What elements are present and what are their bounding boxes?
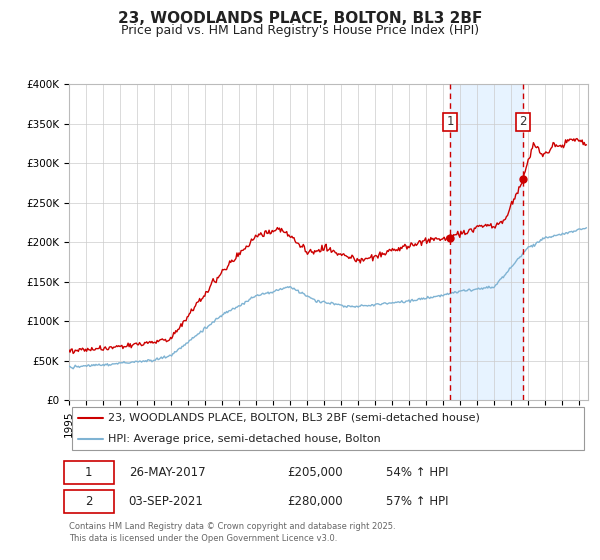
Text: 2: 2	[85, 495, 92, 508]
Text: 57% ↑ HPI: 57% ↑ HPI	[386, 495, 448, 508]
Bar	[450, 84, 523, 400]
FancyBboxPatch shape	[71, 407, 584, 450]
Text: 54% ↑ HPI: 54% ↑ HPI	[386, 466, 448, 479]
Text: 03-SEP-2021: 03-SEP-2021	[128, 495, 203, 508]
FancyBboxPatch shape	[64, 460, 113, 484]
Text: £280,000: £280,000	[287, 495, 343, 508]
Text: 23, WOODLANDS PLACE, BOLTON, BL3 2BF: 23, WOODLANDS PLACE, BOLTON, BL3 2BF	[118, 11, 482, 26]
Text: 2: 2	[519, 115, 527, 128]
Text: Contains HM Land Registry data © Crown copyright and database right 2025.
This d: Contains HM Land Registry data © Crown c…	[69, 522, 395, 543]
Text: 26-MAY-2017: 26-MAY-2017	[128, 466, 205, 479]
Text: Price paid vs. HM Land Registry's House Price Index (HPI): Price paid vs. HM Land Registry's House …	[121, 24, 479, 36]
FancyBboxPatch shape	[64, 489, 113, 513]
Text: 1: 1	[446, 115, 454, 128]
Text: £205,000: £205,000	[287, 466, 343, 479]
Text: 23, WOODLANDS PLACE, BOLTON, BL3 2BF (semi-detached house): 23, WOODLANDS PLACE, BOLTON, BL3 2BF (se…	[108, 413, 480, 423]
Text: HPI: Average price, semi-detached house, Bolton: HPI: Average price, semi-detached house,…	[108, 435, 380, 445]
Text: 1: 1	[85, 466, 92, 479]
